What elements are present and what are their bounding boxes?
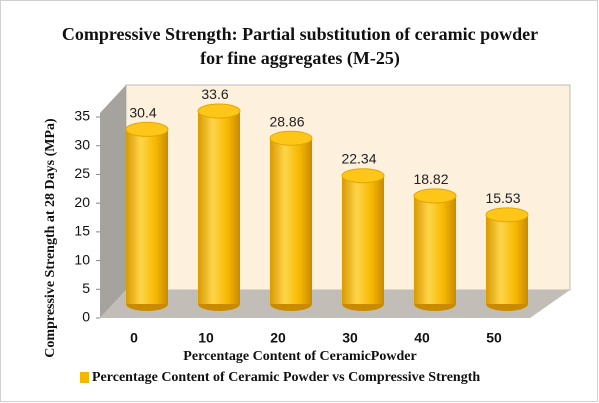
data-label: 30.4	[129, 104, 156, 120]
bar	[485, 207, 529, 311]
x-tick-label: 10	[198, 330, 214, 346]
data-label: 15.53	[485, 190, 520, 206]
y-tick-label: 15	[74, 223, 90, 239]
bar-body	[270, 138, 312, 304]
bar	[341, 168, 385, 311]
y-tick-label: 30	[74, 136, 90, 152]
bar	[269, 130, 313, 311]
y-tick-label: 25	[74, 165, 90, 181]
x-tick-label: 30	[342, 330, 358, 346]
bar-top	[413, 188, 457, 204]
data-label: 18.82	[413, 171, 448, 187]
bar-body	[126, 129, 168, 304]
bar-body	[198, 111, 240, 304]
bar-body	[486, 214, 528, 304]
bar	[413, 188, 457, 311]
y-tick-label: 20	[74, 194, 90, 210]
bar	[197, 103, 241, 311]
bar-top	[485, 207, 529, 223]
y-tick-label: 5	[82, 280, 90, 296]
bar-top	[341, 168, 385, 184]
side-wall	[100, 85, 126, 318]
data-label: 22.34	[341, 151, 376, 167]
chart-title: Compressive Strength: Partial substituti…	[61, 24, 539, 68]
y-tick-label: 10	[74, 251, 90, 267]
x-tick-label: 40	[414, 330, 430, 346]
y-tick-label: 35	[74, 108, 90, 124]
x-tick-label: 0	[130, 330, 138, 346]
y-tick-label: 0	[82, 309, 90, 325]
x-axis-label: Percentage Content of CeramicPowder	[183, 349, 416, 364]
bar-top	[125, 121, 169, 137]
bar-body	[342, 175, 384, 304]
bar-body	[414, 195, 456, 304]
bar	[125, 121, 169, 311]
data-label: 28.86	[269, 113, 304, 129]
bar-top	[269, 130, 313, 146]
data-label: 33.6	[201, 86, 228, 102]
y-axis-label: Compressive Strength at 28 Days (MPa)	[43, 118, 58, 358]
legend-label: Percentage Content of Ceramic Powder vs …	[92, 370, 480, 385]
x-tick-label: 50	[486, 330, 502, 346]
bar-top	[197, 103, 241, 119]
x-tick-label: 20	[270, 330, 286, 346]
legend-swatch	[80, 372, 89, 383]
